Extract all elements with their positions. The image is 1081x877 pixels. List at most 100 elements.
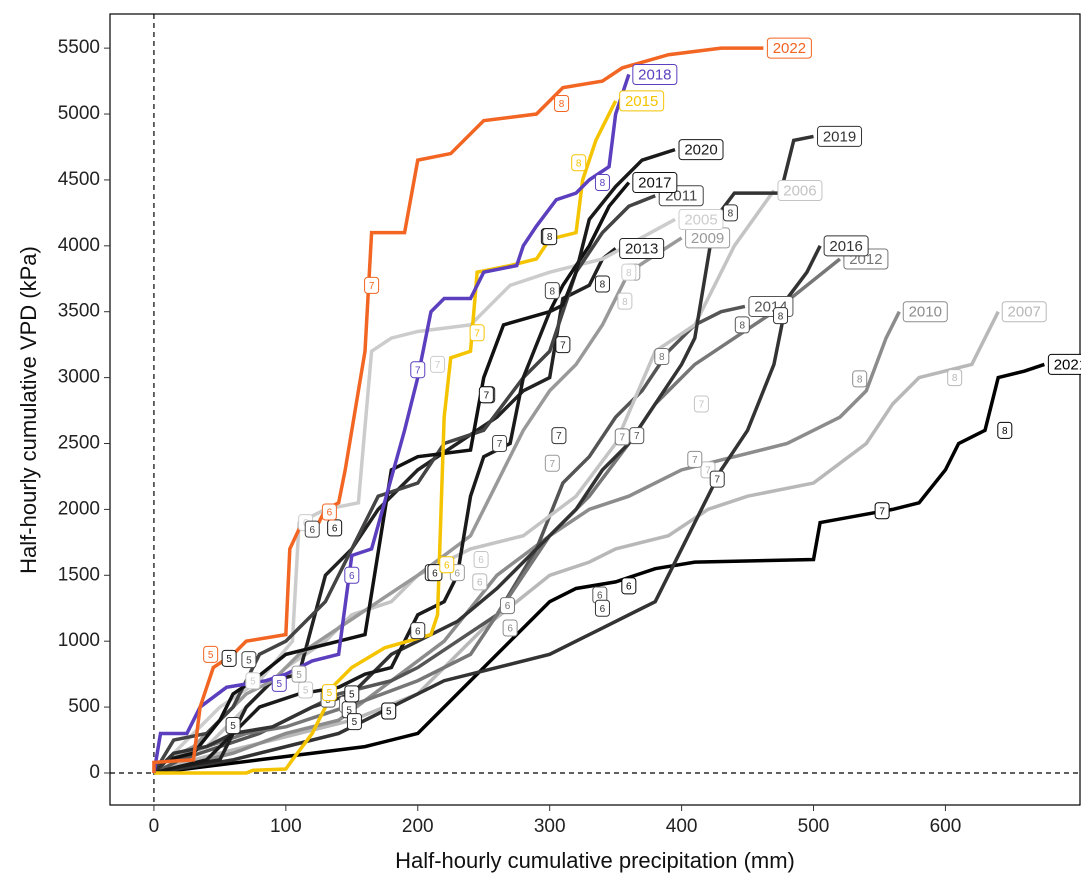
month-label-text: 8 <box>740 321 746 332</box>
month-label: 6 <box>473 550 489 568</box>
month-label-text: 5 <box>230 721 236 732</box>
month-label-text: 6 <box>478 555 484 566</box>
year-label-text: 2007 <box>1008 304 1041 321</box>
y-tick-label: 0 <box>89 762 100 783</box>
month-label-box <box>291 665 307 683</box>
month-label: 8 <box>722 204 738 222</box>
month-label: 5 <box>346 713 362 731</box>
month-label: 6 <box>304 520 320 538</box>
month-label-box <box>221 649 237 667</box>
month-label-text: 7 <box>705 466 711 477</box>
y-tick-label: 3500 <box>58 301 100 322</box>
year-label: 2015 <box>619 90 665 112</box>
month-label: 7 <box>709 470 725 488</box>
month-label: 8 <box>617 292 633 310</box>
month-label-box <box>469 324 485 342</box>
month-label: 8 <box>997 421 1013 439</box>
month-label-text: 6 <box>507 624 513 635</box>
month-label-box <box>773 307 789 325</box>
month-label: 5 <box>291 665 307 683</box>
month-label: 6 <box>321 503 337 521</box>
series-line <box>152 257 842 775</box>
month-label: 7 <box>555 336 571 354</box>
y-tick-label: 4500 <box>58 169 100 190</box>
month-label-box <box>621 263 637 281</box>
x-tick-label: 0 <box>149 816 160 837</box>
month-label-box <box>709 470 725 488</box>
month-label-box <box>439 556 455 574</box>
year-label-box <box>1001 301 1047 323</box>
month-label-box <box>555 336 571 354</box>
month-label-text: 8 <box>576 158 582 169</box>
month-label-box <box>321 684 337 702</box>
year-label-text: 2022 <box>773 40 806 57</box>
month-label-text: 7 <box>714 475 720 486</box>
month-label-box <box>298 681 314 699</box>
month-label-text: 5 <box>208 650 214 661</box>
month-label: 5 <box>344 685 360 703</box>
year-label-text: 2018 <box>638 66 671 83</box>
month-label: 8 <box>594 174 610 192</box>
month-label-box <box>472 573 488 591</box>
month-label: 7 <box>544 454 560 472</box>
year-label: 2007 <box>1001 301 1047 323</box>
year-label-box <box>817 125 863 147</box>
y-tick-label: 1500 <box>58 564 100 585</box>
year-label: 2016 <box>823 235 869 257</box>
month-label-box <box>947 369 963 387</box>
x-tick-label: 300 <box>534 816 566 837</box>
y-tick-label: 2500 <box>58 433 100 454</box>
month-label-box <box>621 577 637 595</box>
month-label-text: 5 <box>349 690 355 701</box>
year-label: 2006 <box>777 179 823 201</box>
month-label-text: 6 <box>505 601 511 612</box>
month-label-box <box>614 428 630 446</box>
series-line <box>153 310 1000 775</box>
series-line <box>153 147 676 775</box>
month-label: 7 <box>874 502 890 520</box>
year-label-box <box>766 37 812 59</box>
month-label-text: 8 <box>778 311 784 322</box>
month-label-text: 7 <box>556 431 562 442</box>
series-line <box>153 362 1045 775</box>
y-tick-label: 5500 <box>58 37 100 58</box>
month-label-box <box>544 282 560 300</box>
month-label-text: 8 <box>622 297 628 308</box>
month-label-text: 5 <box>386 707 392 718</box>
year-label: 2013 <box>619 237 665 259</box>
month-label-box <box>473 550 489 568</box>
x-tick-label: 600 <box>930 816 962 837</box>
year-label: 2020 <box>678 139 724 161</box>
year-label-text: 2020 <box>684 142 717 159</box>
year-label: 2022 <box>766 37 812 59</box>
year-label: 2021 <box>1047 353 1081 375</box>
series-line <box>153 310 901 775</box>
month-label-box <box>430 355 446 373</box>
month-label: 8 <box>594 275 610 293</box>
month-label: 7 <box>364 276 380 294</box>
month-label-box <box>478 386 494 404</box>
month-label-text: 6 <box>597 591 603 602</box>
month-label-text: 8 <box>728 209 734 220</box>
month-label: 7 <box>687 450 703 468</box>
year-label-text: 2019 <box>823 128 856 145</box>
series-line <box>153 245 822 775</box>
month-label-box <box>542 228 558 246</box>
month-label: 7 <box>430 355 446 373</box>
month-label-text: 5 <box>303 686 309 697</box>
series-line <box>153 100 618 775</box>
x-tick-label: 400 <box>666 816 698 837</box>
month-label: 5 <box>271 674 287 692</box>
month-label: 8 <box>947 369 963 387</box>
year-label-box <box>678 139 724 161</box>
month-label-text: 6 <box>415 626 421 637</box>
month-label-box <box>410 361 426 379</box>
month-label-text: 7 <box>619 433 625 444</box>
month-label-text: 6 <box>309 525 315 536</box>
y-tick-label: 5000 <box>58 103 100 124</box>
month-label-text: 8 <box>659 352 665 363</box>
month-label: 7 <box>629 427 645 445</box>
month-label: 8 <box>542 228 558 246</box>
month-label-text: 7 <box>415 365 421 376</box>
